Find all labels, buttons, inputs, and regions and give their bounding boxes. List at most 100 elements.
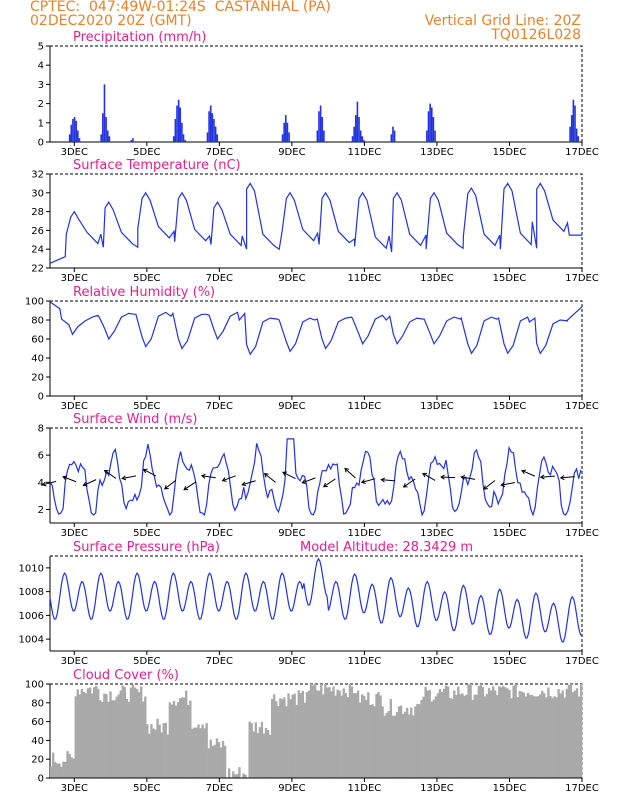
cloud-cover-bar — [82, 691, 86, 778]
y-tick-label-0: 5 — [38, 42, 44, 53]
y-tick-label-1: 22 — [31, 264, 44, 275]
x-tick-label-5: 7DEC — [206, 783, 233, 794]
wind-arrow-head — [344, 467, 350, 473]
x-tick-label-3: 7DEC — [206, 528, 233, 539]
cloud-cover-bar — [262, 733, 266, 778]
precip-bar — [77, 130, 79, 142]
wind-arrow — [122, 475, 137, 480]
cloud-cover-bar — [518, 691, 521, 778]
wind-arrow-head — [539, 474, 545, 480]
cloud-cover-bar — [105, 694, 108, 778]
cloud-cover-bar — [213, 744, 217, 778]
cloud-cover-bar — [442, 688, 446, 778]
cloud-cover-bar — [197, 724, 200, 778]
wind-arrow-head — [460, 475, 466, 480]
cloud-cover-bar — [123, 687, 127, 778]
precip-bar — [284, 115, 287, 142]
cloud-cover-bar — [148, 733, 151, 778]
y-tick-label-0: 3 — [38, 80, 44, 91]
cloud-cover-bar — [107, 701, 110, 778]
cloud-cover-bar — [158, 724, 161, 778]
cloud-cover-bar — [326, 687, 329, 778]
cloud-cover-bar — [54, 761, 57, 778]
cloud-cover-bar — [375, 693, 378, 778]
cloud-cover-bar — [219, 747, 223, 778]
precip-bar — [70, 124, 73, 142]
cloud-cover-bar — [479, 684, 483, 778]
cloud-cover-bar — [573, 690, 577, 778]
x-tick-label-3: 5DEC — [133, 528, 160, 539]
cloud-cover-bar — [170, 704, 174, 778]
wind-arrow — [62, 476, 77, 483]
cloud-cover-bar — [463, 695, 466, 778]
cloud-cover-bar — [199, 728, 202, 778]
cloud-cover-bar — [483, 696, 487, 778]
x-tick-label-1: 13DEC — [420, 273, 454, 284]
cloud-cover-bar — [481, 687, 485, 778]
cloud-cover-bar — [416, 704, 419, 778]
wind-arrow — [422, 473, 436, 481]
cloud-cover-bar — [512, 685, 515, 778]
x-tick-label-0: 7DEC — [206, 147, 233, 158]
wind-arrow-head — [402, 483, 408, 488]
cloud-cover-bar — [524, 696, 528, 778]
cloud-cover-bar — [473, 694, 476, 778]
cloud-cover-bar — [446, 686, 450, 778]
cloud-cover-bar — [320, 684, 323, 778]
precip-bar — [216, 134, 219, 142]
cloud-cover-bar — [268, 734, 272, 778]
precip-bar — [318, 111, 320, 142]
cloud-cover-bar — [252, 731, 255, 778]
cloud-cover-bar — [277, 706, 280, 778]
cloud-cover-bar — [575, 688, 579, 778]
x-tick-label-5: 5DEC — [133, 783, 160, 794]
cloud-cover-bar — [422, 696, 425, 778]
panel-frame-0 — [49, 45, 583, 143]
cloud-cover-bar — [504, 687, 507, 778]
precip-bar — [574, 105, 576, 142]
cloud-cover-bar — [303, 702, 307, 778]
cloud-cover-bar — [152, 728, 155, 778]
wind-arrow — [403, 478, 416, 488]
cloud-cover-bar — [66, 751, 69, 778]
cloud-cover-bar — [528, 694, 532, 778]
cloud-cover-bar — [70, 757, 73, 778]
x-tick-label-4: 17DEC — [565, 656, 599, 667]
cloud-cover-bar — [68, 753, 71, 778]
wind-arrow-head — [500, 482, 506, 488]
x-tick-label-0: 3DEC — [61, 147, 88, 158]
cloud-cover-bar — [297, 690, 300, 778]
precip-bar — [211, 113, 214, 142]
cloud-cover-bar — [487, 688, 491, 778]
wind-arrow — [323, 478, 336, 488]
precip-bar — [321, 117, 324, 142]
y-tick-label-2: 0 — [38, 392, 44, 403]
x-tick-label-5: 3DEC — [61, 783, 88, 794]
x-tick-label-3: 17DEC — [565, 528, 599, 539]
cloud-cover-bar — [174, 705, 178, 778]
wind-arrow-head — [263, 473, 269, 478]
wind-arrow — [381, 479, 396, 482]
precip-bar — [569, 126, 571, 142]
cloud-cover-bar — [377, 691, 380, 778]
y-tick-label-5: 40 — [31, 736, 44, 747]
wind-arrow — [361, 478, 376, 483]
cloud-cover-bar — [311, 685, 315, 778]
cloud-cover-bar — [275, 701, 278, 778]
precip-bar — [106, 130, 109, 142]
cloud-cover-bar — [183, 697, 186, 778]
y-tick-label-2: 60 — [31, 335, 44, 346]
y-tick-label-3: 2 — [38, 505, 44, 516]
cloud-cover-bar — [234, 774, 237, 778]
cloud-cover-bar — [270, 698, 274, 778]
wind-arrow-head — [142, 468, 148, 474]
cloud-cover-bar — [185, 690, 188, 778]
panel-frame-4 — [49, 555, 583, 652]
cloud-cover-bar — [471, 699, 474, 778]
y-tick-label-3: 4 — [38, 478, 44, 489]
cloud-cover-bar — [496, 695, 499, 778]
cloud-cover-bar — [547, 687, 550, 778]
cloud-cover-bar — [561, 690, 564, 778]
cloud-cover-bar — [344, 693, 347, 778]
cloud-cover-bar — [369, 705, 372, 778]
